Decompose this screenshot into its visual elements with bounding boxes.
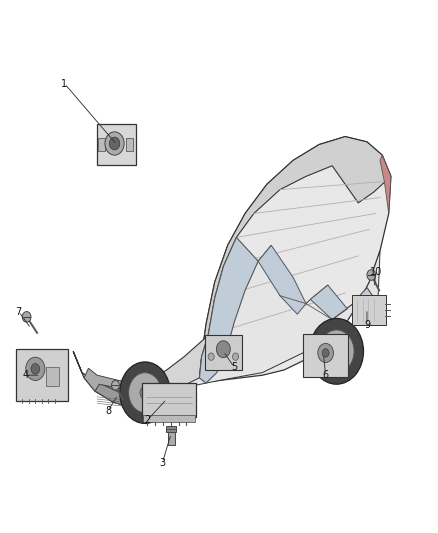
Circle shape bbox=[233, 353, 239, 360]
Polygon shape bbox=[113, 335, 208, 413]
Circle shape bbox=[105, 132, 124, 155]
Circle shape bbox=[208, 353, 214, 360]
Circle shape bbox=[140, 386, 150, 399]
Circle shape bbox=[318, 343, 333, 362]
Polygon shape bbox=[258, 245, 306, 314]
FancyBboxPatch shape bbox=[126, 138, 133, 151]
Circle shape bbox=[129, 373, 162, 413]
Circle shape bbox=[319, 330, 354, 373]
Polygon shape bbox=[84, 368, 145, 391]
Polygon shape bbox=[380, 155, 391, 214]
Circle shape bbox=[310, 318, 364, 384]
FancyBboxPatch shape bbox=[303, 334, 348, 377]
Polygon shape bbox=[201, 136, 391, 357]
Circle shape bbox=[367, 270, 376, 280]
FancyBboxPatch shape bbox=[168, 432, 175, 445]
Circle shape bbox=[112, 381, 119, 390]
Circle shape bbox=[26, 357, 45, 381]
Text: 10: 10 bbox=[370, 267, 382, 277]
FancyBboxPatch shape bbox=[98, 138, 105, 151]
Text: 2: 2 bbox=[144, 415, 150, 425]
Polygon shape bbox=[311, 285, 347, 319]
Circle shape bbox=[22, 312, 31, 322]
Polygon shape bbox=[95, 383, 156, 413]
Polygon shape bbox=[352, 288, 378, 319]
Circle shape bbox=[31, 364, 40, 374]
Text: 4: 4 bbox=[22, 370, 28, 380]
Circle shape bbox=[216, 341, 230, 358]
FancyBboxPatch shape bbox=[46, 367, 59, 386]
FancyBboxPatch shape bbox=[141, 383, 196, 417]
Text: 6: 6 bbox=[322, 370, 328, 380]
FancyBboxPatch shape bbox=[16, 349, 67, 401]
Circle shape bbox=[110, 137, 120, 150]
FancyBboxPatch shape bbox=[205, 335, 242, 370]
Text: 5: 5 bbox=[231, 362, 237, 372]
Text: 7: 7 bbox=[16, 306, 22, 317]
FancyBboxPatch shape bbox=[166, 425, 177, 432]
Circle shape bbox=[331, 345, 342, 358]
Circle shape bbox=[322, 349, 329, 357]
Text: 1: 1 bbox=[61, 78, 67, 88]
Text: 3: 3 bbox=[159, 458, 166, 467]
Text: 9: 9 bbox=[364, 320, 370, 330]
FancyBboxPatch shape bbox=[143, 416, 195, 422]
Polygon shape bbox=[73, 136, 391, 413]
Polygon shape bbox=[156, 400, 176, 413]
FancyBboxPatch shape bbox=[352, 295, 386, 325]
Text: 8: 8 bbox=[105, 406, 111, 416]
FancyBboxPatch shape bbox=[97, 124, 136, 165]
Polygon shape bbox=[199, 237, 258, 383]
Polygon shape bbox=[176, 245, 380, 390]
Circle shape bbox=[120, 362, 170, 423]
